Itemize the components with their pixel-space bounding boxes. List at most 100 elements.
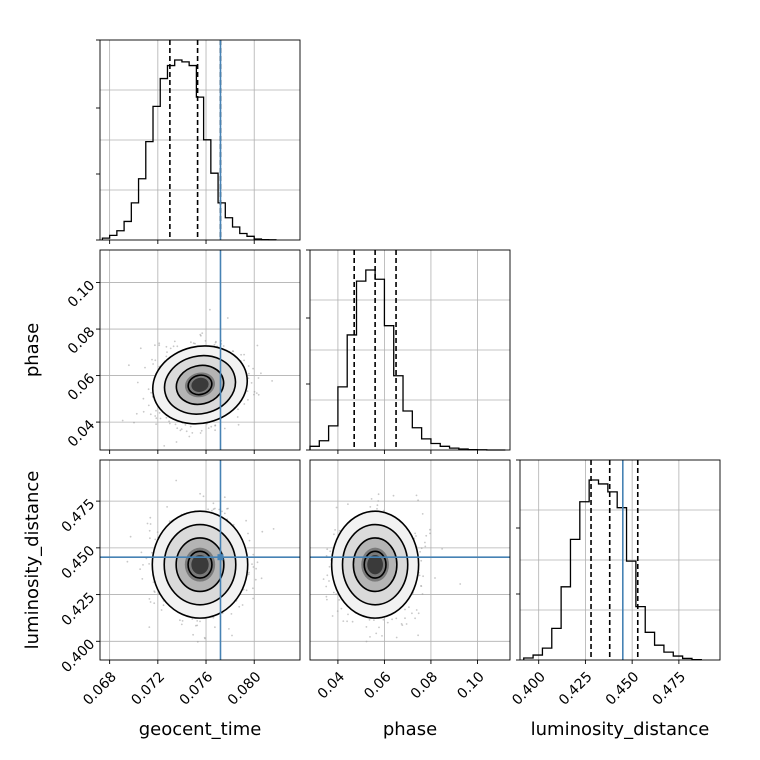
sample-point [154,538,157,541]
sample-point [153,602,156,605]
sample-point [351,620,354,623]
x-tick-label: 0.06 [361,669,394,702]
sample-point [209,308,211,311]
sample-point [154,359,157,362]
sample-point [365,640,368,643]
sample-point [365,626,368,628]
sample-point [243,403,246,405]
sample-point [342,620,345,622]
sample-point [211,509,213,512]
density-panel-geocent-time-vs-phase [96,249,301,454]
sample-point [414,617,416,620]
sample-point [247,377,250,380]
density-contour [151,510,249,619]
sample-point [223,496,226,499]
sample-point [184,424,187,426]
sample-point [165,416,168,419]
sample-point [377,500,380,502]
sample-point [424,545,427,548]
sample-point [223,512,226,515]
sample-point [231,350,234,352]
sample-point [196,620,199,622]
sample-point [176,427,179,430]
sample-point [255,392,258,394]
sample-point [152,363,155,365]
hist-panel-phase [306,249,511,454]
sample-point [257,393,260,396]
sample-point [175,479,178,482]
density-layer [121,250,273,450]
density-level [191,377,209,392]
density-contour [341,523,409,606]
sample-point [149,537,151,540]
sample-point [347,503,349,505]
sample-point [243,353,246,356]
hist-panel-luminosity-distance [516,459,721,664]
sample-point [329,550,332,553]
x-tick-label: 0.425 [556,669,596,709]
sample-point [173,340,176,343]
sample-point [222,345,225,347]
density-contour [175,364,225,406]
sample-point [140,551,143,554]
sample-point [405,623,408,625]
histogram-step [101,59,277,241]
sample-point [162,604,165,607]
sample-point [420,559,423,562]
sample-point [142,410,145,413]
sample-point [322,578,325,580]
sample-point [336,610,339,612]
sample-point [346,620,348,623]
sample-point [150,391,153,394]
ylabel-luminosity-distance: luminosity_distance [22,471,43,650]
sample-point [250,382,253,384]
sample-point [237,408,239,411]
density-panel-phase-vs-luminosity-distance [309,459,511,664]
density-contour [151,345,249,425]
sample-point [151,551,153,554]
sample-point [163,445,166,447]
panel-frame [519,459,721,661]
sample-point [139,347,142,350]
sample-point [212,508,215,511]
sample-point [404,608,406,611]
sample-point [381,635,383,637]
sample-point [377,493,380,496]
y-tick-label: 0.400 [59,636,99,676]
sample-point [240,353,243,356]
sample-point [395,636,398,639]
sample-point [200,429,203,432]
sample-point [256,344,259,347]
sample-point [369,506,372,508]
density-contour [363,550,387,579]
sample-point [369,636,371,638]
panel-frame [309,249,511,451]
density-contour [352,537,398,593]
sample-point [338,599,341,601]
sample-point [212,616,215,619]
x-tick-label: 0.080 [225,669,265,709]
sample-point [155,423,158,425]
y-tick-label: 0.425 [59,590,99,630]
sample-point [260,577,263,580]
sample-point [252,367,255,370]
sample-point [253,390,256,393]
sample-point [158,344,161,347]
sample-point [245,589,248,592]
sample-point [190,341,192,344]
panel-frame [99,39,301,241]
sample-point [214,341,217,344]
sample-point [180,623,183,626]
sample-point [325,555,328,557]
sample-point [199,432,202,434]
sample-point [151,358,153,361]
sample-point [223,427,226,430]
sample-point [149,523,152,525]
sample-point [201,332,204,334]
histogram-step [309,269,506,451]
sample-point [245,519,248,522]
sample-point [326,548,329,551]
sample-point [333,533,335,536]
sample-point [204,637,207,640]
